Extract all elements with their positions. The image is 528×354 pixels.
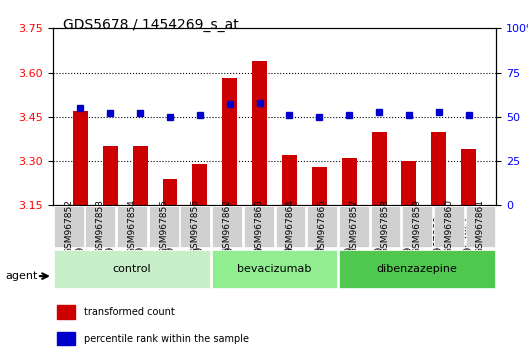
Bar (73, 111, 88, 205)
Text: GSM967856: GSM967856 (191, 199, 200, 254)
FancyBboxPatch shape (402, 206, 432, 247)
FancyBboxPatch shape (434, 206, 464, 247)
Bar (222, 79, 237, 205)
Text: GSM967859: GSM967859 (412, 199, 422, 254)
Text: transformed count: transformed count (84, 307, 175, 317)
FancyBboxPatch shape (339, 206, 369, 247)
FancyBboxPatch shape (212, 206, 242, 247)
FancyBboxPatch shape (244, 206, 274, 247)
Bar (312, 167, 327, 205)
Bar (252, 61, 267, 205)
FancyBboxPatch shape (276, 206, 305, 247)
Text: GSM967863: GSM967863 (254, 199, 263, 254)
FancyBboxPatch shape (181, 206, 210, 247)
Text: percentile rank within the sample: percentile rank within the sample (84, 334, 249, 344)
Bar (103, 146, 118, 205)
FancyBboxPatch shape (466, 206, 495, 247)
Text: dibenzazepine: dibenzazepine (376, 264, 458, 274)
Bar (163, 179, 177, 205)
Bar (282, 155, 297, 205)
Bar (372, 132, 386, 205)
FancyBboxPatch shape (117, 206, 147, 247)
Text: GSM967861: GSM967861 (476, 199, 485, 254)
Text: agent: agent (5, 271, 37, 281)
FancyBboxPatch shape (54, 250, 210, 288)
Text: GSM967862: GSM967862 (222, 199, 232, 254)
FancyBboxPatch shape (307, 206, 337, 247)
FancyBboxPatch shape (149, 206, 178, 247)
Bar (192, 164, 208, 205)
Text: control: control (112, 264, 152, 274)
Text: GSM967865: GSM967865 (317, 199, 327, 254)
Text: GSM967857: GSM967857 (349, 199, 359, 254)
FancyBboxPatch shape (339, 250, 495, 288)
FancyBboxPatch shape (54, 206, 83, 247)
Text: GSM967864: GSM967864 (286, 199, 295, 254)
Text: GSM967858: GSM967858 (381, 199, 390, 254)
Bar (342, 158, 357, 205)
Text: GDS5678 / 1454269_s_at: GDS5678 / 1454269_s_at (63, 18, 239, 32)
Text: GSM967853: GSM967853 (96, 199, 105, 254)
Bar (57, 305, 75, 319)
Bar (431, 132, 446, 205)
Text: GSM967855: GSM967855 (159, 199, 168, 254)
FancyBboxPatch shape (371, 206, 400, 247)
Bar (401, 161, 417, 205)
FancyBboxPatch shape (86, 206, 115, 247)
Bar (57, 332, 75, 345)
FancyBboxPatch shape (212, 250, 337, 288)
Text: GSM967852: GSM967852 (64, 199, 73, 254)
Text: GSM967854: GSM967854 (127, 199, 137, 254)
Bar (133, 146, 148, 205)
Text: GSM967860: GSM967860 (444, 199, 454, 254)
Text: bevacizumab: bevacizumab (238, 264, 312, 274)
Bar (461, 149, 476, 205)
